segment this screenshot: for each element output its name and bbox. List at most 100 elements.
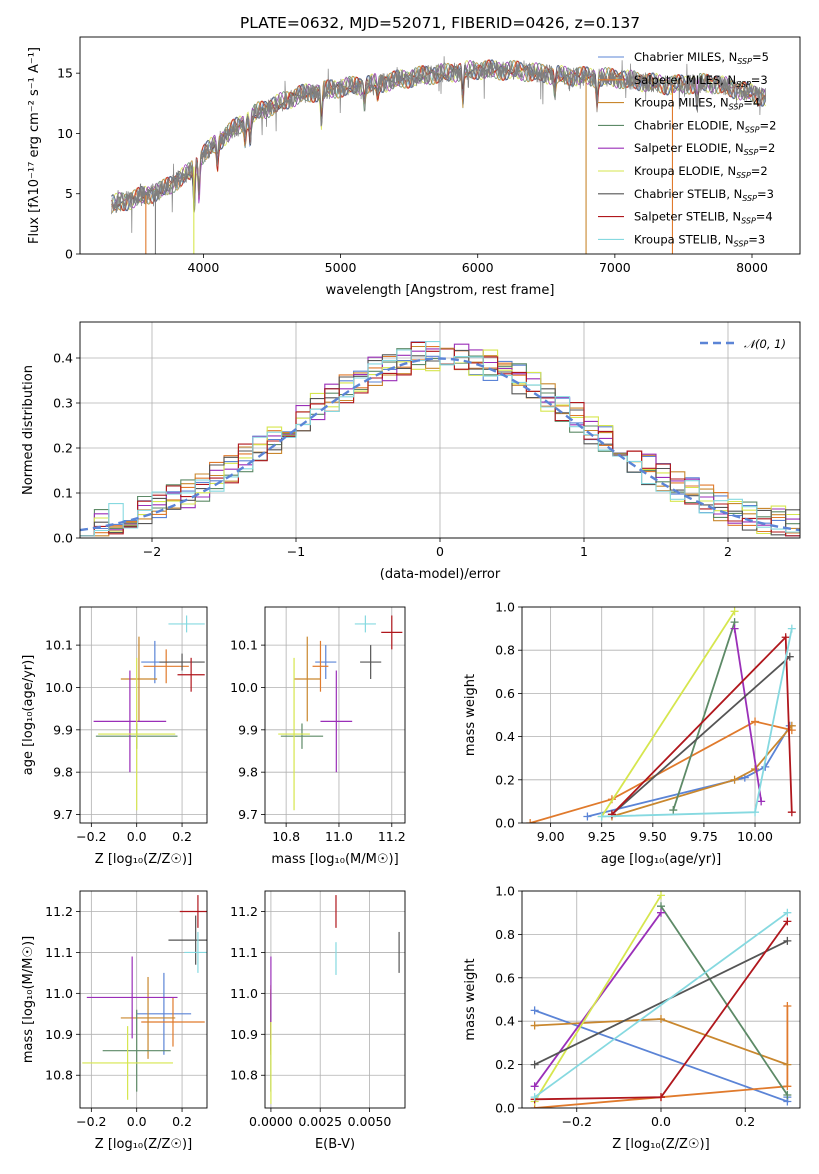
weight_vs_Z-xlabel: Z [log₁₀(Z/Z☉)] xyxy=(612,1137,709,1152)
age_vs_mass-marks xyxy=(278,615,403,811)
age_vs_mass-ytick-label: 9.7 xyxy=(238,807,258,822)
mass_vs_EBV-marks xyxy=(270,895,400,1104)
weight-series-line xyxy=(611,725,793,818)
weight-series-line xyxy=(672,621,736,811)
weight_vs_Z-xtick-label: 0.0 xyxy=(651,1114,671,1129)
age_vs_mass-frame xyxy=(264,606,406,824)
spectrum-data-line xyxy=(111,56,767,233)
age-vs-metallicity-panel: −0.2 0.0 0.2 9.7 9.8 9.9 10.0 10.1 Z [log₁₀(Z/Z☉… xyxy=(21,606,208,867)
weight-point-marker xyxy=(657,891,665,900)
mass_vs_EBV-xtick-label: 0.0050 xyxy=(348,1114,392,1129)
age_vs_Z-ytick-label: 9.9 xyxy=(53,722,73,737)
mass_vs_Z-xlabel: Z [log₁₀(Z/Z☉)] xyxy=(95,1137,192,1152)
legend-entry: Salpeter MILES, NSSP=3 xyxy=(634,73,768,89)
weight-point-marker xyxy=(783,1060,792,1069)
mass_vs_EBV-ytick-label: 10.8 xyxy=(230,1068,258,1083)
weight-point-marker xyxy=(730,624,739,633)
weight-series-line xyxy=(587,725,791,818)
histogram-group xyxy=(80,341,800,537)
weight_vs_age-ylabel: mass weight xyxy=(463,674,478,756)
weight-series-line xyxy=(611,656,791,816)
weight-series-line xyxy=(529,720,793,823)
mass_vs_Z-ylabel: mass [log₁₀(M/M☉)] xyxy=(21,936,36,1063)
weight_vs_age-xlabel: age [log₁₀(age/yr)] xyxy=(601,852,722,867)
legend-entry: Salpeter ELODIE, NSSP=2 xyxy=(634,141,775,157)
mass_vs_EBV-xtick-label: 0.0025 xyxy=(298,1114,342,1129)
legend-entry: Chabrier ELODIE, NSSP=2 xyxy=(634,118,776,134)
age_vs_mass-xlabel: mass [log₁₀(M/M☉)] xyxy=(271,852,398,867)
spectrum-xtick-label: 4000 xyxy=(188,260,220,275)
mass_vs_Z-ytick-label: 11.2 xyxy=(45,904,73,919)
age-vs-mass-panel: 10.8 11.0 11.2 9.7 9.8 9.9 10.0 10.1 mass [log₁₀… xyxy=(230,606,406,867)
residuals-xtick-label: 1 xyxy=(580,544,588,559)
mass_vs_EBV-ytick-label: 11.2 xyxy=(230,904,258,919)
weight-point-marker xyxy=(530,1060,539,1069)
spectrum-ylabel: Flux [fλ10⁻¹⁷ erg cm⁻² s⁻¹ A⁻¹] xyxy=(27,47,42,244)
age_vs_Z-ytick-label: 9.7 xyxy=(53,807,73,822)
mass_vs_EBV-xtick-label: 0.0000 xyxy=(249,1114,293,1129)
spectrum-frame xyxy=(79,36,801,255)
weight_vs_Z-ytick-label: 0.8 xyxy=(495,927,515,942)
legend-entry: Kroupa ELODIE, NSSP=2 xyxy=(634,164,768,180)
residuals-xtick-label: −1 xyxy=(287,544,305,559)
spectrum-xtick-label: 7000 xyxy=(599,260,631,275)
weight_vs_age-xtick-label: 9.00 xyxy=(537,829,565,844)
mass_vs_Z-ytick-label: 11.1 xyxy=(45,945,73,960)
residuals-ytick-label: 0.3 xyxy=(53,396,73,411)
mass_vs_Z-ytick-label: 10.9 xyxy=(45,1027,73,1042)
age_vs_Z-ytick-label: 10.0 xyxy=(45,680,73,695)
legend-entry: Chabrier MILES, NSSP=5 xyxy=(634,50,769,66)
weight_vs_age-marks xyxy=(526,607,796,823)
weight-vs-metallicity-panel: −0.2 0.0 0.2 0.0 0.2 0.4 0.6 0.8 1.0 Z [log₁₀(Z/Z… xyxy=(463,884,801,1152)
weight-point-marker xyxy=(783,908,792,917)
weight_vs_Z-marks xyxy=(530,891,792,1108)
mass_vs_EBV-ytick-label: 11.0 xyxy=(230,986,258,1001)
age_vs_Z-ylabel: age [log₁₀(age/yr)] xyxy=(21,655,36,776)
age_vs_mass-ytick-label: 10.1 xyxy=(230,638,258,653)
weight_vs_age-xtick-label: 9.25 xyxy=(588,829,616,844)
weight_vs_Z-xtick-label: −0.2 xyxy=(562,1114,592,1129)
spectrum-xtick-label: 8000 xyxy=(736,260,768,275)
age_vs_mass-xtick-label: 10.8 xyxy=(272,829,300,844)
weight-series-line xyxy=(660,905,789,1096)
histogram-series xyxy=(80,341,800,537)
age_vs_Z-xtick-label: 0.0 xyxy=(127,829,147,844)
mass_vs_Z-xtick-label: 0.0 xyxy=(127,1114,147,1129)
residuals-ytick-label: 0.1 xyxy=(53,486,73,501)
age_vs_mass-xtick-label: 11.0 xyxy=(325,829,353,844)
spectrum-panel: 4000 5000 6000 7000 8000 0 5 10 15 wavelength [An… xyxy=(27,36,801,298)
weight_vs_age-xtick-label: 9.75 xyxy=(690,829,718,844)
spectrum-xtick-label: 5000 xyxy=(325,260,357,275)
normal-curve xyxy=(80,357,800,532)
legend-entry: Salpeter STELIB, NSSP=4 xyxy=(634,210,773,226)
weight-point-marker xyxy=(669,806,678,815)
residuals-xlabel: (data-model)/error xyxy=(380,567,501,582)
weight-point-marker xyxy=(597,812,606,821)
age_vs_mass-ytick-label: 10.0 xyxy=(230,680,258,695)
mass_vs_EBV-ytick-label: 11.1 xyxy=(230,945,258,960)
spectrum-xtick-label: 6000 xyxy=(462,260,494,275)
weight-point-marker xyxy=(751,717,760,726)
spectrum-title: PLATE=0632, MJD=52071, FIBERID=0426, z=0… xyxy=(240,14,640,32)
weight-point-marker xyxy=(583,812,592,821)
weight-point-marker xyxy=(730,775,739,784)
weight-point-marker xyxy=(657,1015,665,1024)
weight-point-marker xyxy=(530,1082,539,1091)
mass_vs_Z-frame xyxy=(79,890,208,1109)
weight-point-marker xyxy=(657,1093,665,1102)
weight_vs_age-xtick-label: 10.00 xyxy=(737,829,773,844)
mass_vs_Z-xtick-label: 0.2 xyxy=(172,1114,192,1129)
weight-vs-age-panel: 9.00 9.25 9.50 9.75 10.00 0.0 0.2 0.4 0.6 0.8 1.0 a… xyxy=(463,600,801,867)
weight_vs_age-ytick-label: 0.0 xyxy=(495,816,515,831)
weight_vs_age-ytick-label: 0.2 xyxy=(495,772,515,787)
weight-series-line xyxy=(600,610,736,817)
weight-series-line xyxy=(533,894,662,1102)
weight_vs_age-ytick-label: 0.6 xyxy=(495,686,515,701)
weight_vs_Z-ytick-label: 0.2 xyxy=(495,1057,515,1072)
mass_vs_Z-ytick-label: 11.0 xyxy=(45,986,73,1001)
residuals-xtick-label: −2 xyxy=(143,544,161,559)
weight-point-marker xyxy=(783,917,792,926)
spectrum-ytick-label: 5 xyxy=(65,186,73,201)
mass-vs-metallicity-panel: −0.2 0.0 0.2 10.8 10.9 11.0 11.1 11.2 Z [log₁₀(Z… xyxy=(21,890,208,1152)
